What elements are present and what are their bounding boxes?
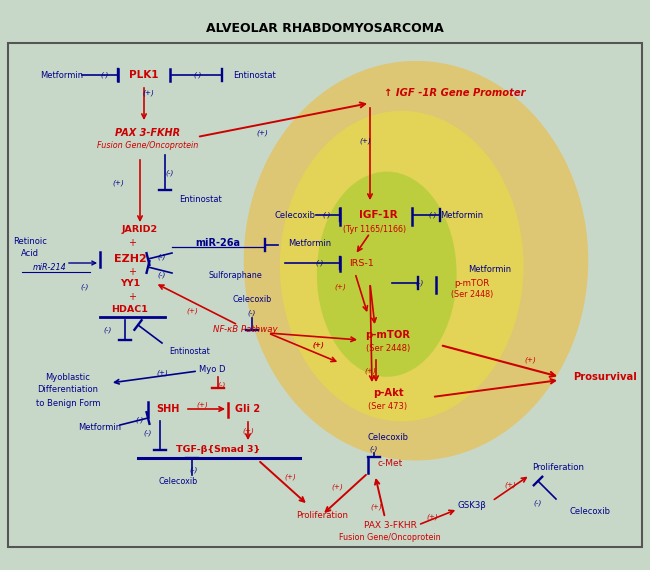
Text: Retinoic: Retinoic <box>13 237 47 246</box>
Text: Fusion Gene/Oncoprotein: Fusion Gene/Oncoprotein <box>98 141 199 150</box>
Text: (-): (-) <box>370 446 378 452</box>
Text: Sulforaphane: Sulforaphane <box>208 271 262 279</box>
Text: (+): (+) <box>284 474 296 481</box>
Text: PAX 3-FKHR: PAX 3-FKHR <box>116 128 181 138</box>
Text: (-): (-) <box>101 72 109 78</box>
Text: (-): (-) <box>416 280 424 286</box>
Text: Metformin: Metformin <box>289 238 332 247</box>
Text: Myo D: Myo D <box>199 365 226 374</box>
Text: Myoblastic: Myoblastic <box>46 373 90 381</box>
Text: (+): (+) <box>504 482 516 488</box>
Text: (+): (+) <box>196 402 208 408</box>
Text: HDAC1: HDAC1 <box>112 304 148 314</box>
Text: miR-214: miR-214 <box>33 263 67 271</box>
Text: Celecoxib: Celecoxib <box>367 433 408 442</box>
Text: Gli 2: Gli 2 <box>235 404 261 414</box>
Text: (+): (+) <box>426 514 438 520</box>
Text: Celecoxib: Celecoxib <box>569 507 610 515</box>
Text: ALVEOLAR RHABDOMYOSARCOMA: ALVEOLAR RHABDOMYOSARCOMA <box>206 22 444 35</box>
Text: miR-26a: miR-26a <box>196 238 240 248</box>
Text: GSK3β: GSK3β <box>458 500 486 510</box>
Text: (Ser 2448): (Ser 2448) <box>451 291 493 299</box>
Text: (-): (-) <box>218 382 226 388</box>
Text: (+): (+) <box>370 504 382 510</box>
Text: (+): (+) <box>331 484 343 490</box>
Text: PLK1: PLK1 <box>129 70 159 80</box>
Text: (-): (-) <box>158 272 166 278</box>
Text: Acid: Acid <box>21 249 39 258</box>
Text: JARID2: JARID2 <box>122 226 158 234</box>
Text: (+): (+) <box>256 130 268 136</box>
Text: Prosurvival: Prosurvival <box>573 372 637 382</box>
Text: (-): (-) <box>190 467 198 473</box>
Text: Proliferation: Proliferation <box>296 511 348 519</box>
Text: Celecoxib: Celecoxib <box>274 210 315 219</box>
Text: Entinostat: Entinostat <box>233 71 276 79</box>
Text: (+): (+) <box>112 180 124 186</box>
Text: (-): (-) <box>81 284 89 290</box>
Text: IGF-1R: IGF-1R <box>359 210 397 220</box>
Text: p-Akt: p-Akt <box>372 388 403 398</box>
Text: (-): (-) <box>323 211 332 218</box>
Text: NF-κB Pathway: NF-κB Pathway <box>213 325 278 335</box>
Text: (-): (-) <box>316 260 324 266</box>
Text: (+): (+) <box>186 308 198 314</box>
Text: +: + <box>128 238 136 248</box>
Text: EZH2: EZH2 <box>114 254 146 264</box>
Text: Proliferation: Proliferation <box>532 462 584 471</box>
Text: (Ser 473): (Ser 473) <box>369 402 408 412</box>
Text: (+): (+) <box>142 89 154 96</box>
Text: Fusion Gene/Oncoprotein: Fusion Gene/Oncoprotein <box>339 534 441 543</box>
Text: PAX 3-FKHR: PAX 3-FKHR <box>363 520 417 530</box>
Text: Metformin: Metformin <box>468 266 511 275</box>
Text: (Tyr 1165/1166): (Tyr 1165/1166) <box>343 225 406 234</box>
Text: p-mTOR: p-mTOR <box>454 279 489 287</box>
Text: Metformin: Metformin <box>79 422 122 431</box>
Text: (+): (+) <box>359 138 371 144</box>
Text: IRS-1: IRS-1 <box>350 259 374 267</box>
Text: Differentiation: Differentiation <box>38 385 99 394</box>
Text: +: + <box>128 267 136 277</box>
Ellipse shape <box>280 111 524 421</box>
Ellipse shape <box>244 61 588 461</box>
Text: (Ser 2448): (Ser 2448) <box>366 344 410 353</box>
Text: (-): (-) <box>248 310 256 316</box>
Text: Celecoxib: Celecoxib <box>159 477 198 486</box>
Text: (+): (+) <box>524 357 536 363</box>
Text: (-): (-) <box>144 430 152 436</box>
Text: (-): (-) <box>166 170 174 176</box>
Text: (+): (+) <box>156 370 168 376</box>
Ellipse shape <box>317 172 456 377</box>
Text: to Benign Form: to Benign Form <box>36 398 100 408</box>
Text: (+): (+) <box>334 284 346 290</box>
Text: (+): (+) <box>312 342 324 348</box>
Text: (+): (+) <box>242 428 254 434</box>
Text: Metformin: Metformin <box>441 210 484 219</box>
Text: (-): (-) <box>158 254 166 260</box>
Text: (-): (-) <box>136 417 144 424</box>
Text: Celecoxib: Celecoxib <box>233 295 272 304</box>
Text: (+): (+) <box>312 342 324 348</box>
Text: TGF-β{Smad 3}: TGF-β{Smad 3} <box>176 446 260 454</box>
Text: (-): (-) <box>194 72 202 78</box>
Text: +: + <box>128 292 136 302</box>
Text: Metformin: Metformin <box>40 71 84 79</box>
Text: (-): (-) <box>429 211 437 218</box>
Text: SHH: SHH <box>156 404 179 414</box>
Text: Entinostat: Entinostat <box>170 347 211 356</box>
Text: (-): (-) <box>104 327 112 333</box>
Text: (+): (+) <box>364 368 376 374</box>
Text: Entinostat: Entinostat <box>179 194 222 203</box>
Text: p-mTOR: p-mTOR <box>365 330 411 340</box>
Text: YY1: YY1 <box>120 279 140 288</box>
Text: c-Met: c-Met <box>378 458 402 467</box>
Text: ↑ IGF -1R Gene Promoter: ↑ IGF -1R Gene Promoter <box>384 88 526 98</box>
Text: (-): (-) <box>534 500 542 506</box>
